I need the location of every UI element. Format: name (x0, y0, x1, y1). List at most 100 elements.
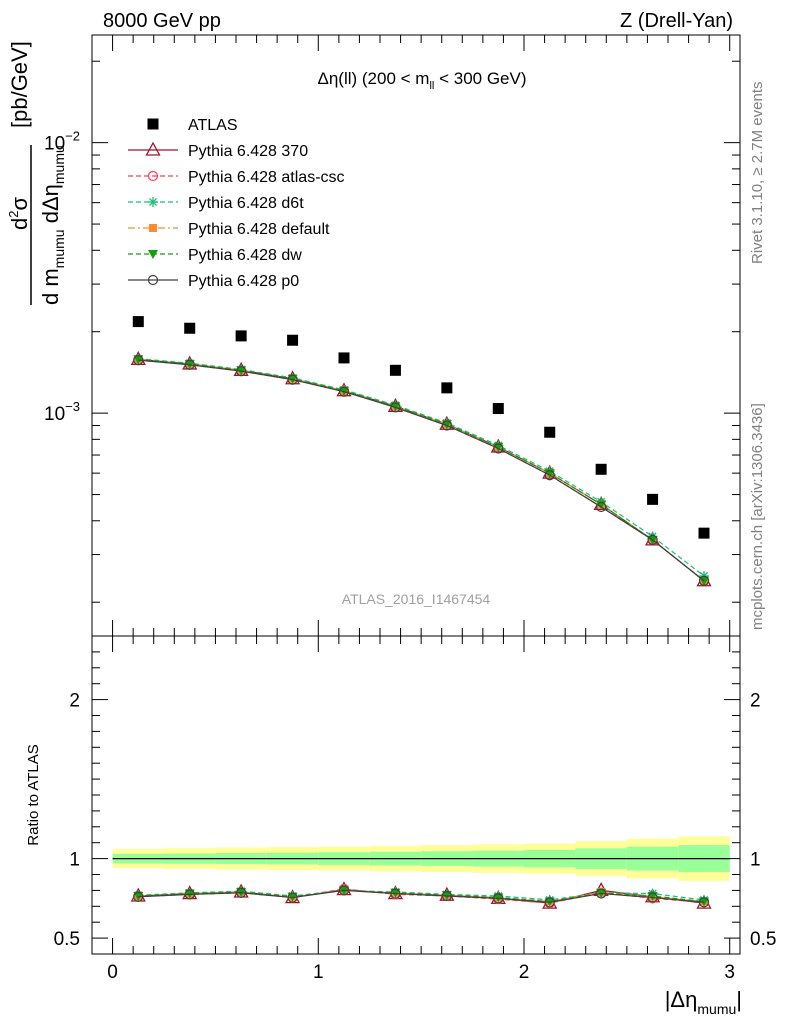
main-y-tick-label: 10−3 (44, 399, 80, 425)
ylabel-sigma: σ (7, 197, 32, 211)
header-left: 8000 GeV pp (103, 10, 221, 32)
legend-marker (147, 274, 159, 286)
xlabel-a: |Δη (665, 987, 698, 1012)
main-y-label: d2σ d mmumu dΔηmumu [pb/GeV] (6, 41, 67, 305)
legend-marker (147, 170, 159, 182)
ratio-series (130, 881, 712, 909)
mcplots-label: mcplots.cern.ch [arXiv:1306.3436] (749, 403, 766, 630)
data-point-p0 (236, 366, 247, 377)
series-line-d6t (138, 358, 705, 577)
legend-item-p0: Pythia 6.428 p0 (128, 273, 299, 290)
ratio-point-p0 (441, 890, 452, 902)
ratio-y-label: Ratio to ATLAS (25, 744, 42, 845)
x-tick-label: 3 (724, 962, 735, 983)
title-part-a: Δη(ll) (200 < m (317, 69, 429, 88)
legend-label: ATLAS (188, 117, 238, 134)
legend-item-p370: Pythia 6.428 370 (128, 141, 308, 160)
xlabel-b: | (736, 987, 742, 1012)
x-axis-label: |Δηmumu| (665, 987, 742, 1017)
ratio-y-tick-label-right: 1 (750, 850, 761, 871)
legend-item-dw: Pythia 6.428 dw (128, 247, 302, 264)
main-y-tick-label: 10−2 (44, 129, 80, 155)
svg-text:d2σ: d2σ (6, 197, 32, 230)
xlabel-sub: mumu (697, 1001, 736, 1017)
ratio-point-p0 (544, 897, 555, 908)
ylabel-den-sub2: mumu (51, 145, 67, 184)
main-title: Δη(ll) (200 < mll < 300 GeV) (317, 69, 526, 92)
series-line-default (138, 358, 705, 582)
ratio-line-p0 (138, 889, 705, 903)
legend-marker (145, 141, 161, 156)
series-line-p0 (138, 359, 705, 582)
series-dw (133, 355, 709, 586)
main-axes: 10−3 10−2 (44, 35, 740, 636)
analysis-watermark: ATLAS_2016_I1467454 (342, 591, 491, 607)
ylabel-d2: d (7, 218, 32, 230)
legend-marker (147, 118, 159, 130)
data-point-atlas (389, 364, 401, 376)
legend-label: Pythia 6.428 default (188, 221, 330, 238)
ratio-point-p0 (236, 887, 247, 898)
ratio-point-p0 (647, 892, 658, 903)
data-point-atlas (184, 322, 196, 334)
ratio-y-tick-label: 1 (69, 850, 80, 871)
series-line-atlascsc (138, 359, 705, 582)
data-point-p0 (338, 386, 350, 397)
ylabel-den-sub1: mumu (51, 229, 67, 268)
ratio-point-p0 (287, 892, 298, 903)
data-point-atlas (287, 334, 299, 346)
ratio-series-default (134, 886, 708, 906)
series-d6t (133, 353, 709, 581)
legend-marker (148, 197, 158, 207)
ylabel-den-b: dΔη (38, 184, 63, 229)
data-point-atlas (492, 403, 504, 415)
ratio-point-p0 (390, 888, 401, 899)
legend-item-atlascsc: Pythia 6.428 atlas-csc (128, 169, 345, 186)
ratio-point-p0 (493, 893, 504, 904)
ratio-plot-frame (91, 635, 741, 955)
ratio-point-p0 (133, 891, 144, 902)
ratio-point-p0 (596, 888, 607, 899)
legend-label: Pythia 6.428 370 (188, 143, 308, 160)
legend: ATLAS Pythia 6.428 370 Pythia 6.428 atlas-… (128, 117, 345, 290)
data-point-p0 (544, 470, 555, 481)
data-point-atlas (235, 330, 247, 342)
series-p0 (133, 355, 710, 586)
legend-item-d6t: Pythia 6.428 d6t (128, 195, 304, 212)
data-point-p0 (698, 575, 710, 586)
data-point-dw (133, 355, 144, 365)
ratio-y-tick-label-right: 0.5 (750, 929, 776, 950)
header-right: Z (Drell-Yan) (620, 10, 733, 32)
legend-label: Pythia 6.428 d6t (188, 195, 304, 212)
data-point-p0 (441, 420, 452, 431)
data-point-atlas (698, 527, 710, 539)
ratio-line-default (138, 889, 705, 903)
ratio-line-atlascsc (138, 888, 705, 904)
legend-label: Pythia 6.428 atlas-csc (188, 169, 345, 186)
data-point-p0 (287, 374, 298, 385)
data-point-p0 (133, 355, 144, 366)
ratio-y-tick-label-right: 2 (750, 691, 761, 712)
legend-label: Pythia 6.428 dw (188, 247, 302, 264)
ratio-line-dw (138, 889, 705, 903)
svg-text:d mmumu dΔηmumu: d mmumu dΔηmumu (38, 145, 67, 305)
title-part-b: < 300 GeV) (434, 69, 526, 88)
x-tick-label: 0 (107, 962, 118, 983)
ratio-axes: 0.5 0.5 1 1 2 2 0 1 2 3 (54, 636, 776, 983)
data-point-atlas (544, 426, 556, 438)
ratio-bands (112, 836, 730, 881)
ratio-series-p0 (133, 885, 710, 908)
ratio-point-p0 (338, 885, 350, 896)
series-atlascsc (133, 355, 710, 586)
ylabel-sup2: 2 (6, 211, 21, 218)
ylabel-den-a: d m (38, 268, 63, 305)
data-point-p0 (647, 534, 658, 545)
data-point-atlas (647, 493, 659, 505)
series-line-p370 (138, 358, 705, 582)
ratio-series-dw (133, 886, 709, 907)
main-series (130, 316, 712, 587)
ratio-y-tick-label: 0.5 (54, 929, 80, 950)
series-default (134, 355, 708, 585)
series-atlas (132, 316, 710, 539)
